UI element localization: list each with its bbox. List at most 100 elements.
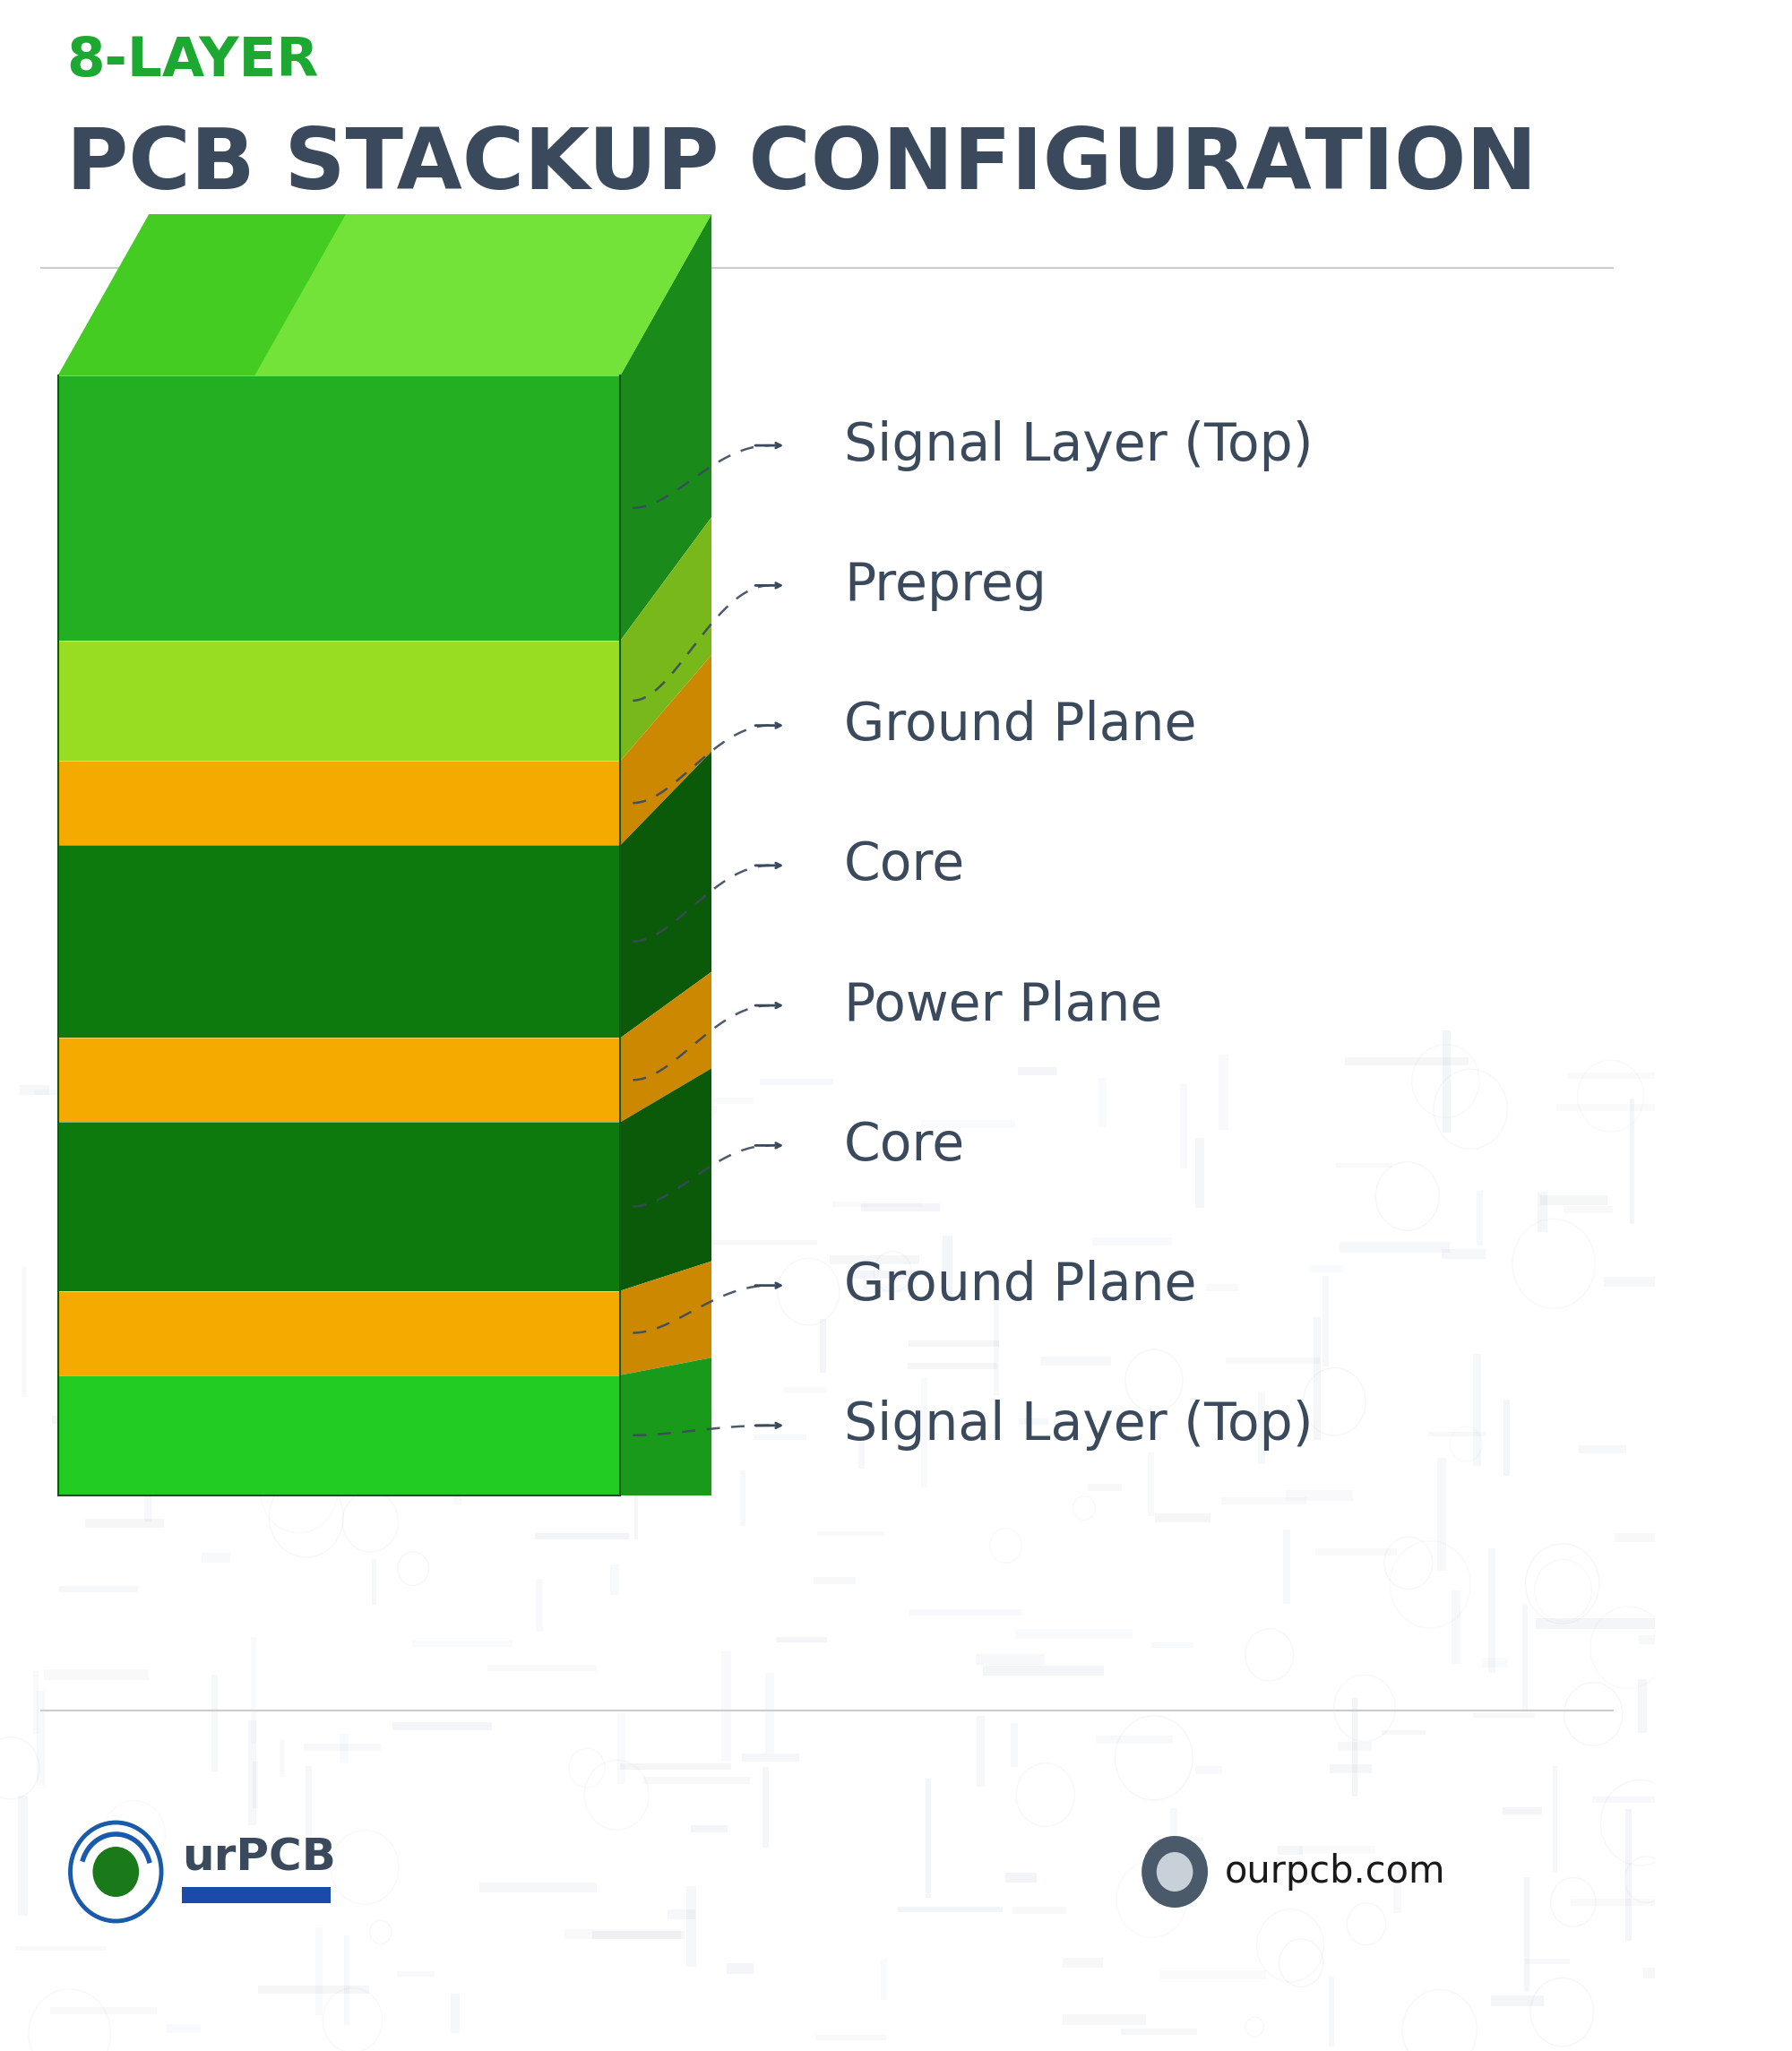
Bar	[57, 375, 620, 640]
Bar	[977, 1717, 984, 1786]
Bar	[1593, 1797, 1667, 1803]
Polygon shape	[620, 517, 711, 761]
Bar	[1012, 1907, 1066, 1914]
Text: Power Plane: Power Plane	[844, 980, 1163, 1032]
Bar	[480, 1883, 597, 1893]
Bar	[183, 1887, 332, 1903]
Bar	[851, 1270, 914, 1278]
Bar	[1428, 1432, 1486, 1436]
Bar	[57, 1122, 620, 1290]
Bar	[564, 1930, 681, 1938]
Bar	[638, 1097, 753, 1103]
Circle shape	[1156, 1852, 1193, 1891]
Text: Core: Core	[844, 841, 966, 890]
Bar	[50, 2008, 158, 2014]
Bar	[34, 1672, 39, 1733]
Bar	[1165, 1836, 1202, 1842]
Bar	[57, 1374, 620, 1495]
Bar	[1521, 1604, 1529, 1711]
Polygon shape	[620, 972, 711, 1122]
Bar	[1604, 1278, 1722, 1288]
Bar	[1523, 1877, 1529, 1992]
Bar	[762, 1766, 769, 1848]
Bar	[1315, 1549, 1398, 1555]
Bar	[1258, 1393, 1265, 1464]
Bar	[1552, 1766, 1557, 1873]
Bar	[864, 1284, 910, 1292]
Bar	[760, 1079, 833, 1085]
Polygon shape	[620, 1358, 711, 1495]
Bar	[858, 1436, 866, 1469]
Bar	[154, 1159, 269, 1167]
Bar	[742, 1754, 799, 1762]
Bar	[1014, 1628, 1133, 1639]
Bar	[1041, 1358, 1111, 1366]
Bar	[1122, 2028, 1197, 2035]
Bar	[57, 1038, 620, 1122]
Bar	[1287, 1491, 1353, 1501]
Bar	[538, 1321, 625, 1331]
Bar	[1339, 1243, 1450, 1253]
Polygon shape	[620, 213, 711, 640]
Bar	[269, 1142, 376, 1153]
Bar	[1392, 1864, 1401, 1914]
Bar	[643, 1776, 751, 1784]
Text: 8-LAYER: 8-LAYER	[66, 35, 319, 88]
Bar	[830, 1255, 919, 1263]
Bar	[57, 845, 620, 1038]
Bar	[280, 1739, 285, 1776]
Bar	[611, 1565, 618, 1596]
Bar	[815, 2035, 887, 2041]
Bar	[398, 1971, 435, 1977]
Bar	[1181, 1085, 1188, 1169]
Bar	[1640, 1635, 1701, 1645]
Bar	[814, 1577, 855, 1583]
Bar	[296, 1370, 301, 1407]
Bar	[1005, 1873, 1036, 1883]
Bar	[61, 1446, 136, 1450]
Bar	[593, 1932, 685, 1938]
Bar	[590, 1026, 597, 1079]
Bar	[909, 1364, 998, 1370]
Bar	[1629, 1097, 1634, 1224]
Bar	[371, 1559, 376, 1606]
Bar	[68, 1200, 161, 1208]
Bar	[434, 1384, 439, 1464]
Bar	[620, 1105, 717, 1114]
Bar	[136, 1389, 143, 1456]
Bar	[1020, 1417, 1048, 1425]
Bar	[170, 1153, 246, 1161]
Bar	[529, 1108, 647, 1114]
Bar	[1011, 1723, 1018, 1766]
Bar	[1337, 1741, 1373, 1752]
Bar	[690, 1825, 728, 1832]
Bar	[1382, 1731, 1425, 1735]
Bar	[18, 1795, 27, 1916]
Bar	[152, 1017, 156, 1147]
Bar	[590, 1298, 615, 1304]
Bar	[754, 1434, 806, 1440]
Bar	[272, 1165, 280, 1249]
Bar	[926, 1778, 932, 1897]
Bar	[303, 1743, 380, 1752]
Bar	[211, 1676, 217, 1772]
Bar	[740, 1471, 745, 1526]
Bar	[1195, 1766, 1222, 1774]
Bar	[1482, 1657, 1507, 1667]
Bar	[43, 1670, 149, 1680]
Bar	[258, 1985, 369, 1994]
Bar	[536, 1579, 543, 1633]
Bar	[943, 1237, 952, 1300]
Text: Ground Plane: Ground Plane	[844, 699, 1197, 751]
Bar	[14, 1946, 106, 1951]
Bar	[668, 1909, 695, 1920]
Bar	[1063, 1959, 1104, 1969]
Bar	[722, 1651, 731, 1760]
Bar	[706, 1241, 817, 1245]
Text: Signal Layer (Top): Signal Layer (Top)	[844, 420, 1314, 472]
Bar	[1555, 1103, 1672, 1112]
Bar	[305, 1766, 312, 1844]
Bar	[86, 1520, 165, 1528]
Bar	[1170, 1809, 1177, 1901]
Bar	[392, 1721, 491, 1731]
